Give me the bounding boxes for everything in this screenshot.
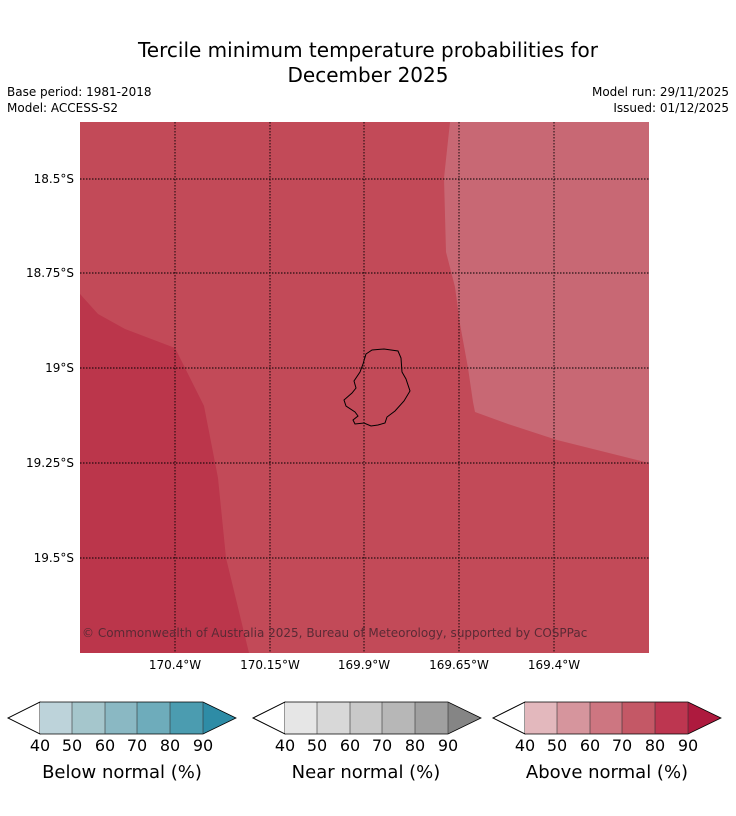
colorbar-tick: 40	[514, 736, 536, 755]
colorbar-tick: 90	[677, 736, 699, 755]
colorbar-swatch	[72, 702, 105, 734]
colorbar-swatch	[655, 702, 688, 734]
colorbar-swatch	[170, 702, 203, 734]
colorbar-swatch	[415, 702, 448, 734]
title-line-1: Tercile minimum temperature probabilitie…	[137, 38, 599, 62]
lat-label: 19.5°S	[33, 551, 74, 565]
colorbar-swatch	[557, 702, 590, 734]
lat-label: 18.5°S	[33, 172, 74, 186]
graticule	[80, 122, 649, 653]
colorbar-swatch	[317, 702, 350, 734]
model-run: Model run: 29/11/2025	[591, 85, 729, 99]
lat-label: 19°S	[45, 361, 74, 375]
colorbar-tick: 40	[274, 736, 296, 755]
colorbar-swatch	[350, 702, 383, 734]
island-outline[interactable]	[343, 348, 411, 427]
colorbar-tick: 80	[644, 736, 666, 755]
colorbar-tick: 40	[29, 736, 51, 755]
map-title: Tercile minimum temperature probabilitie…	[0, 38, 736, 88]
colorbar-tick: 80	[159, 736, 181, 755]
region-above-60	[444, 122, 649, 463]
colorbar-tick: 50	[306, 736, 328, 755]
colorbar-tick: 60	[339, 736, 361, 755]
colorbar-under-arrow	[492, 701, 526, 735]
colorbar-label: Below normal (%)	[42, 762, 202, 783]
colorbar-tick: 60	[579, 736, 601, 755]
model-name: Model: ACCESS-S2	[7, 101, 119, 115]
colorbar-swatch	[525, 702, 558, 734]
colorbar-tick: 50	[546, 736, 568, 755]
colorbar-over-arrow	[688, 702, 721, 734]
colorbar-near-normal: 40 50 60 70 80 90 Near normal (%)	[245, 700, 490, 800]
lat-label: 18.75°S	[26, 266, 74, 280]
colorbar-under-arrow	[252, 701, 286, 735]
colorbar-swatch	[590, 702, 623, 734]
colorbar-tick: 90	[437, 736, 459, 755]
lon-label: 169.4°W	[527, 658, 581, 672]
issued-date: Issued: 01/12/2025	[613, 101, 729, 115]
colorbar-tick: 70	[371, 736, 393, 755]
colorbar-swatch	[622, 702, 655, 734]
colorbar-swatch	[105, 702, 138, 734]
lat-label: 19.25°S	[26, 456, 74, 470]
colorbar-tick: 50	[61, 736, 83, 755]
colorbar-tick: 90	[192, 736, 214, 755]
colorbar-tick: 70	[126, 736, 148, 755]
lon-label: 170.15°W	[240, 658, 300, 672]
meta-right: Model run: 29/11/2025 Issued: 01/12/2025	[592, 84, 729, 116]
colorbar-label: Near normal (%)	[291, 762, 441, 783]
colorbar-swatch	[137, 702, 170, 734]
colorbar-label: Above normal (%)	[525, 762, 689, 783]
colorbar-over-arrow	[448, 702, 481, 734]
colorbar-swatch	[382, 702, 415, 734]
colorbar-tick: 60	[94, 736, 116, 755]
colorbar-below-normal: 40 50 60 70 80 90 Below normal (%)	[0, 700, 245, 800]
meta-left: Base period: 1981-2018 Model: ACCESS-S2	[7, 84, 152, 116]
lon-label: 169.65°W	[429, 658, 489, 672]
colorbar-swatch	[285, 702, 318, 734]
colorbar-tick: 80	[404, 736, 426, 755]
copyright-notice: © Commonwealth of Australia 2025, Bureau…	[82, 626, 588, 640]
colorbar-above-normal: 40 50 60 70 80 90 Above normal (%)	[485, 700, 730, 800]
colorbar-tick: 70	[611, 736, 633, 755]
title-line-2: December 2025	[287, 63, 449, 87]
lon-label: 170.4°W	[148, 658, 202, 672]
colorbar-over-arrow	[203, 702, 236, 734]
colorbar-swatch	[40, 702, 73, 734]
lon-label: 169.9°W	[337, 658, 391, 672]
colorbar-under-arrow	[7, 701, 41, 735]
base-period: Base period: 1981-2018	[7, 85, 152, 99]
region-above-80	[80, 294, 249, 653]
map-canvas[interactable]	[80, 122, 649, 653]
